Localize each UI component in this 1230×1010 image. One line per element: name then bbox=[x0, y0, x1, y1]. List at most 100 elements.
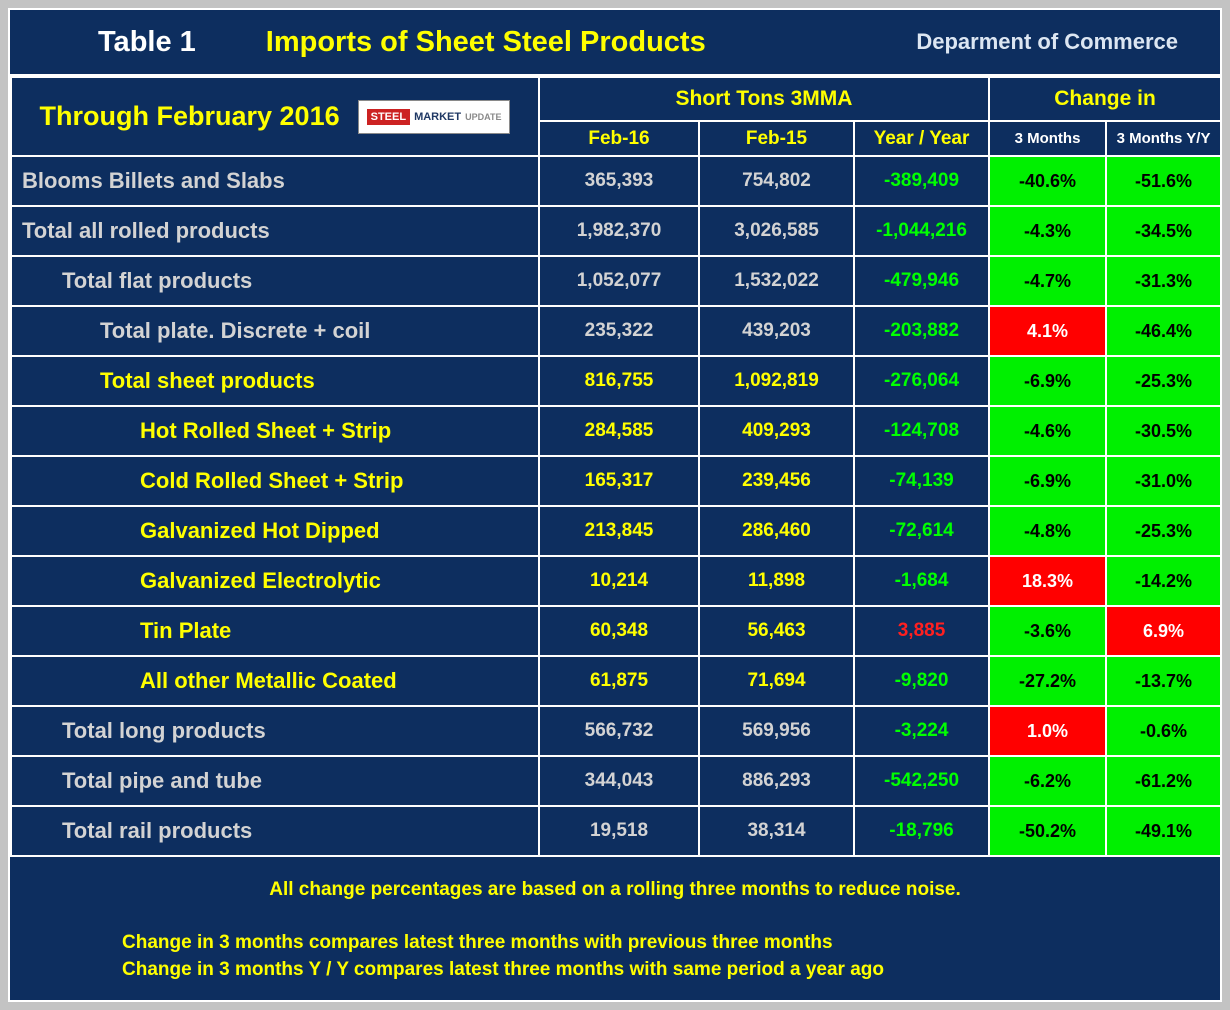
table-row: Total sheet products 816,755 1,092,819 -… bbox=[10, 355, 1220, 407]
change-3-months-cell: -50.2% bbox=[988, 805, 1108, 857]
year-year-value: -542,250 bbox=[852, 755, 991, 807]
feb16-value: 566,732 bbox=[538, 705, 700, 757]
feb15-value: 3,026,585 bbox=[698, 205, 855, 257]
feb15-value: 11,898 bbox=[698, 555, 855, 607]
change-3-months-yy-cell: -25.3% bbox=[1105, 355, 1220, 407]
row-label: Total sheet products bbox=[100, 368, 315, 393]
feb16-value: 284,585 bbox=[538, 405, 700, 457]
change-3-months-cell: 18.3% bbox=[988, 555, 1108, 607]
year-year-value: -389,409 bbox=[852, 155, 991, 207]
table-row: Total rail products 19,518 38,314 -18,79… bbox=[10, 805, 1220, 857]
year-year-value: -74,139 bbox=[852, 455, 991, 507]
row-label: Galvanized Hot Dipped bbox=[140, 518, 380, 543]
period-cell: Through February 2016 STEEL MARKET UPDAT… bbox=[10, 76, 540, 157]
col-3-months: 3 Months bbox=[988, 120, 1108, 157]
col-year-year: Year / Year bbox=[852, 120, 991, 157]
change-3-months-yy-cell: -46.4% bbox=[1105, 305, 1220, 357]
feb15-value: 56,463 bbox=[698, 605, 855, 657]
feb15-value: 754,802 bbox=[698, 155, 855, 207]
row-label: Hot Rolled Sheet + Strip bbox=[140, 418, 392, 443]
period-title: Through February 2016 bbox=[39, 101, 340, 131]
row-label: Total plate. Discrete + coil bbox=[100, 318, 371, 343]
change-3-months-yy-cell: -14.2% bbox=[1105, 555, 1220, 607]
change-3-months-yy-cell: -61.2% bbox=[1105, 755, 1220, 807]
row-label: Total all rolled products bbox=[22, 218, 270, 243]
year-year-value: -9,820 bbox=[852, 655, 991, 707]
group-change-in: Change in bbox=[988, 76, 1220, 122]
row-label: Galvanized Electrolytic bbox=[140, 568, 381, 593]
group-short-tons: Short Tons 3MMA bbox=[537, 76, 991, 122]
change-3-months-yy-cell: -31.0% bbox=[1105, 455, 1220, 507]
change-3-months-cell: -6.9% bbox=[988, 455, 1108, 507]
feb15-value: 38,314 bbox=[698, 805, 855, 857]
change-3-months-cell: -27.2% bbox=[988, 655, 1108, 707]
feb15-value: 886,293 bbox=[698, 755, 855, 807]
feb15-value: 569,956 bbox=[698, 705, 855, 757]
feb16-value: 61,875 bbox=[538, 655, 700, 707]
feb16-value: 10,214 bbox=[538, 555, 700, 607]
source-label: Deparment of Commerce bbox=[916, 29, 1178, 54]
feb16-value: 816,755 bbox=[538, 355, 700, 407]
feb15-value: 439,203 bbox=[698, 305, 855, 357]
feb15-value: 1,092,819 bbox=[698, 355, 855, 407]
feb15-value: 71,694 bbox=[698, 655, 855, 707]
table-number-label: Table 1 bbox=[98, 25, 196, 58]
logo-update-text: UPDATE bbox=[465, 111, 502, 122]
col-feb16: Feb-16 bbox=[538, 120, 700, 157]
row-label: Total rail products bbox=[62, 818, 253, 843]
change-3-months-yy-cell: -31.3% bbox=[1105, 255, 1220, 307]
change-3-months-cell: -6.9% bbox=[988, 355, 1108, 407]
year-year-value: -124,708 bbox=[852, 405, 991, 457]
row-label: All other Metallic Coated bbox=[140, 668, 397, 693]
imports-table: Through February 2016 STEEL MARKET UPDAT… bbox=[10, 76, 1220, 857]
row-label: Total pipe and tube bbox=[62, 768, 263, 793]
table-row: Blooms Billets and Slabs 365,393 754,802… bbox=[10, 155, 1220, 207]
change-3-months-cell: -4.7% bbox=[988, 255, 1108, 307]
year-year-value: -276,064 bbox=[852, 355, 991, 407]
change-3-months-cell: -3.6% bbox=[988, 605, 1108, 657]
year-year-value: -72,614 bbox=[852, 505, 991, 557]
change-3-months-cell: -4.6% bbox=[988, 405, 1108, 457]
column-header-row: Feb-16 Feb-15 Year / Year 3 Months 3 Mon… bbox=[11, 120, 1220, 157]
feb16-value: 165,317 bbox=[538, 455, 700, 507]
feb16-value: 365,393 bbox=[538, 155, 700, 207]
col-feb15: Feb-15 bbox=[698, 120, 855, 157]
group-header-row: Through February 2016 STEEL MARKET UPDAT… bbox=[10, 76, 1220, 157]
change-3-months-yy-cell: -0.6% bbox=[1105, 705, 1220, 757]
year-year-value: -1,044,216 bbox=[852, 205, 991, 257]
change-3-months-yy-cell: -34.5% bbox=[1105, 205, 1220, 257]
table-row: Hot Rolled Sheet + Strip 284,585 409,293… bbox=[10, 405, 1220, 457]
change-3-months-yy-cell: -13.7% bbox=[1105, 655, 1220, 707]
year-year-value: -203,882 bbox=[852, 305, 991, 357]
feb16-value: 19,518 bbox=[538, 805, 700, 857]
change-3-months-cell: -6.2% bbox=[988, 755, 1108, 807]
feb16-value: 1,052,077 bbox=[538, 255, 700, 307]
table-row: Tin Plate 60,348 56,463 3,885 -3.6% 6.9% bbox=[10, 605, 1220, 657]
year-year-value: -3,224 bbox=[852, 705, 991, 757]
change-3-months-yy-cell: -49.1% bbox=[1105, 805, 1220, 857]
row-label: Total flat products bbox=[62, 268, 253, 293]
feb16-value: 60,348 bbox=[538, 605, 700, 657]
change-3-months-cell: -4.8% bbox=[988, 505, 1108, 557]
page-title: Imports of Sheet Steel Products bbox=[265, 25, 706, 58]
footer-notes: All change percentages are based on a ro… bbox=[10, 857, 1220, 1000]
footer-note-1: All change percentages are based on a ro… bbox=[269, 879, 961, 900]
row-label: Total long products bbox=[62, 718, 266, 743]
change-3-months-yy-cell: 6.9% bbox=[1105, 605, 1220, 657]
year-year-value: -1,684 bbox=[852, 555, 991, 607]
steel-market-update-logo: STEEL MARKET UPDATE bbox=[357, 99, 511, 134]
table-row: Total pipe and tube 344,043 886,293 -542… bbox=[10, 755, 1220, 807]
table-row: Total long products 566,732 569,956 -3,2… bbox=[10, 705, 1220, 757]
table-row: Total flat products 1,052,077 1,532,022 … bbox=[10, 255, 1220, 307]
feb15-value: 1,532,022 bbox=[698, 255, 855, 307]
table-row: Cold Rolled Sheet + Strip 165,317 239,45… bbox=[10, 455, 1220, 507]
row-label: Blooms Billets and Slabs bbox=[22, 168, 285, 193]
footer-note-3: Change in 3 months Y / Y compares latest… bbox=[122, 959, 884, 980]
table-row: Total plate. Discrete + coil 235,322 439… bbox=[10, 305, 1220, 357]
change-3-months-yy-cell: -30.5% bbox=[1105, 405, 1220, 457]
table-row: Galvanized Hot Dipped 213,845 286,460 -7… bbox=[10, 505, 1220, 557]
logo-market-text: MARKET bbox=[414, 110, 462, 123]
imports-table-sheet: Table 1 Imports of Sheet Steel Products … bbox=[8, 8, 1222, 1002]
feb16-value: 344,043 bbox=[538, 755, 700, 807]
